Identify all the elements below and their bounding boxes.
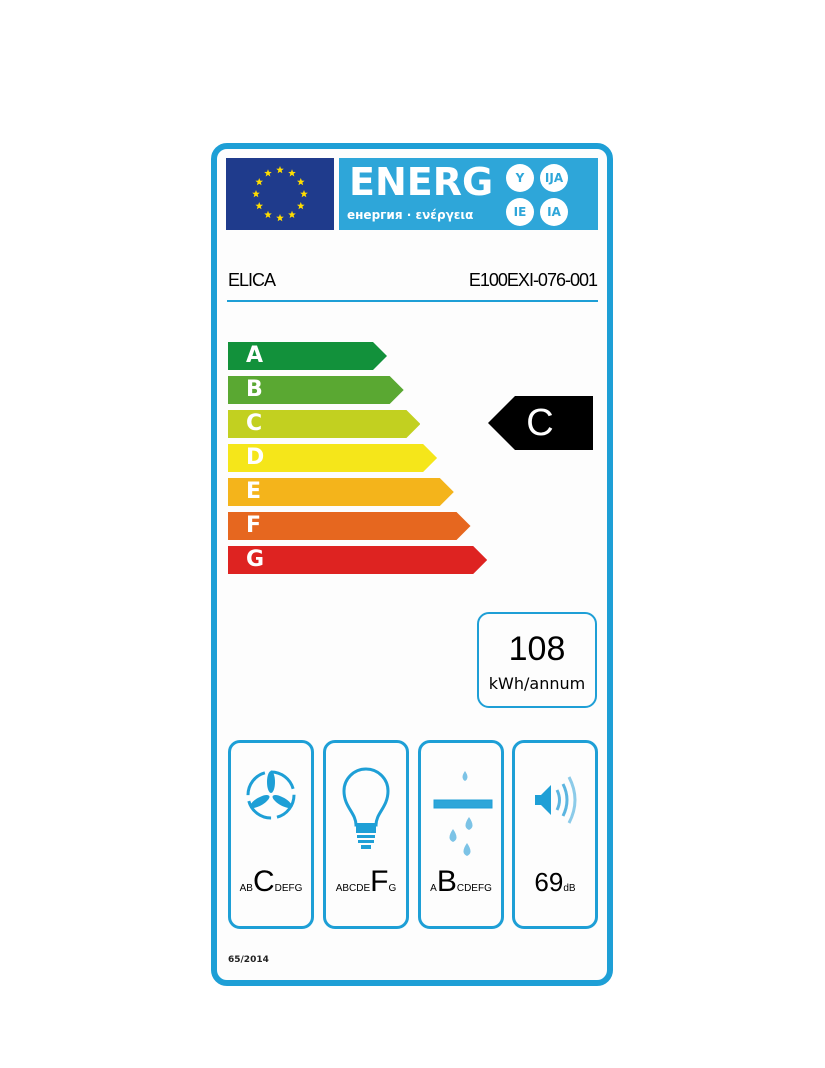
energy-bar-label: F <box>246 513 262 538</box>
energy-bar-b: B <box>228 376 404 404</box>
regulation-number: 65/2014 <box>228 955 269 965</box>
speaker-icon <box>535 776 577 824</box>
star-icon <box>264 169 272 177</box>
lighting-efficiency-box: ABCDEFG <box>323 740 409 929</box>
star-icon <box>300 190 308 198</box>
language-suffix: IA <box>540 198 568 226</box>
divider <box>227 300 598 302</box>
star-icon <box>255 202 264 210</box>
noise-rating: 69dB <box>534 867 576 897</box>
fan-rating: ABCDEFG <box>239 865 303 898</box>
banner-title: ENERG <box>349 160 494 204</box>
lighting-rating: ABCDEFG <box>335 865 397 898</box>
star-icon <box>252 190 260 198</box>
energy-bar-f: F <box>228 512 471 540</box>
star-icon <box>288 210 296 219</box>
eu-flag-icon <box>226 158 334 230</box>
star-icon <box>288 169 296 177</box>
fan-icon <box>246 770 296 820</box>
star-icon <box>255 178 264 186</box>
energy-class-value: C <box>526 402 554 444</box>
language-suffix: IE <box>506 198 534 226</box>
fan-efficiency-box: ABCDEFG <box>228 740 314 929</box>
star-icon <box>296 202 305 210</box>
light-bulb-icon <box>342 767 390 849</box>
consumption-value: 108 <box>508 630 566 668</box>
energy-bar-c: C <box>228 410 421 438</box>
consumption-unit: kWh/annum <box>488 674 586 693</box>
star-icon <box>276 166 284 174</box>
language-suffix: IJA <box>540 164 568 192</box>
energy-bar-e: E <box>228 478 454 506</box>
grease-filtering-rating: ABCDEFG <box>430 865 492 898</box>
energy-bar-d: D <box>228 444 438 472</box>
star-icon <box>296 178 305 186</box>
banner-subtitle: енергия · ενέργεια <box>347 208 474 222</box>
consumption-box: 108 kWh/annum <box>477 612 597 708</box>
energy-bar-a: A <box>228 342 387 370</box>
supplier-name: ELICA <box>228 270 276 290</box>
noise-box: 69dB <box>512 740 598 929</box>
language-suffix: Y <box>506 164 534 192</box>
energy-bar-label: B <box>246 377 263 402</box>
energy-bar-label: A <box>246 343 264 368</box>
star-icon <box>264 210 272 219</box>
energy-bar-label: D <box>246 445 265 470</box>
star-icon <box>276 214 284 222</box>
energy-bar-g: G <box>228 546 488 574</box>
grease-filtering-box: ABCDEFG <box>418 740 504 929</box>
model-identifier: E100EXI-076-001 <box>468 270 598 290</box>
energy-bar-label: C <box>246 411 263 436</box>
grease-filter-icon <box>433 771 493 856</box>
energy-bar-label: G <box>246 547 265 572</box>
energy-bar-label: E <box>246 479 262 504</box>
